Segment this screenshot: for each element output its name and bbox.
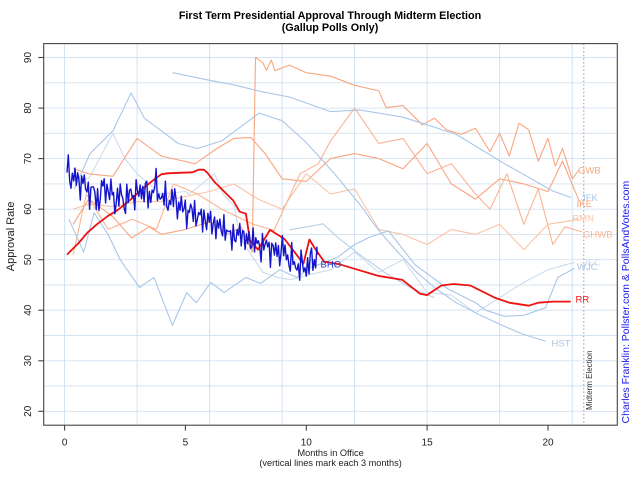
svg-text:IKE: IKE (577, 199, 592, 210)
svg-text:RR: RR (576, 295, 590, 306)
svg-text:Charles Franklin: Pollster.com: Charles Franklin: Pollster.com & PollsAn… (620, 180, 632, 423)
svg-text:Approval Rate: Approval Rate (5, 202, 17, 272)
svg-text:GHWB: GHWB (583, 230, 613, 241)
svg-text:HST: HST (552, 339, 571, 350)
svg-text:JEC: JEC (583, 258, 601, 269)
svg-text:RMN: RMN (572, 214, 594, 225)
svg-text:70: 70 (23, 153, 34, 165)
svg-text:60: 60 (23, 203, 34, 215)
svg-text:80: 80 (23, 102, 34, 114)
svg-text:(vertical lines mark each 3 mo: (vertical lines mark each 3 months) (259, 458, 401, 468)
svg-text:30: 30 (23, 355, 34, 367)
svg-text:20: 20 (542, 438, 554, 449)
svg-text:50: 50 (23, 254, 34, 266)
svg-text:Months in Office: Months in Office (297, 448, 363, 458)
svg-text:GWB: GWB (578, 166, 601, 177)
svg-text:Midterm Election: Midterm Election (585, 350, 594, 410)
svg-text:First Term Presidential Approv: First Term Presidential Approval Through… (179, 10, 481, 22)
svg-text:5: 5 (183, 438, 189, 449)
svg-text:10: 10 (301, 438, 313, 449)
svg-text:JFK: JFK (581, 193, 599, 204)
svg-text:0: 0 (62, 438, 68, 449)
svg-text:WJC: WJC (577, 262, 598, 273)
svg-text:20: 20 (23, 405, 34, 417)
svg-text:(Gallup Polls Only): (Gallup Polls Only) (282, 22, 379, 34)
svg-text:90: 90 (23, 52, 34, 64)
svg-text:40: 40 (23, 304, 34, 316)
svg-text:15: 15 (422, 438, 434, 449)
svg-text:BHO: BHO (321, 260, 342, 271)
